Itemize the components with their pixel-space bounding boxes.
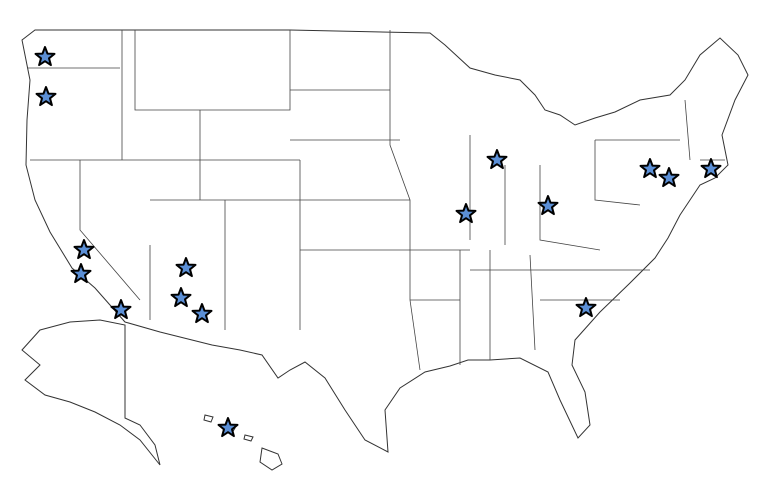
- alaska: [21, 319, 161, 466]
- hawaii-islands: [203, 414, 283, 471]
- star-icon: [73, 239, 95, 260]
- star-icon: [35, 86, 57, 107]
- star-icon: [70, 263, 92, 284]
- star-icon: [575, 297, 597, 318]
- star-icon: [658, 167, 680, 188]
- star-icon: [191, 303, 213, 324]
- star-icon: [486, 149, 508, 170]
- hawaii: [203, 414, 283, 471]
- state-borders: [28, 30, 725, 371]
- star-icon: [110, 299, 132, 320]
- star-icon: [170, 287, 192, 308]
- alaska-outline: [21, 319, 161, 466]
- star-icon: [639, 158, 661, 179]
- contiguous-us: [21, 29, 749, 453]
- star-icon: [217, 417, 239, 438]
- markers-layer: [34, 46, 722, 438]
- star-icon: [700, 158, 722, 179]
- star-icon: [34, 46, 56, 67]
- star-icon: [455, 203, 477, 224]
- star-icon: [175, 257, 197, 278]
- lower-48-outline: [21, 29, 749, 453]
- star-icon: [537, 195, 559, 216]
